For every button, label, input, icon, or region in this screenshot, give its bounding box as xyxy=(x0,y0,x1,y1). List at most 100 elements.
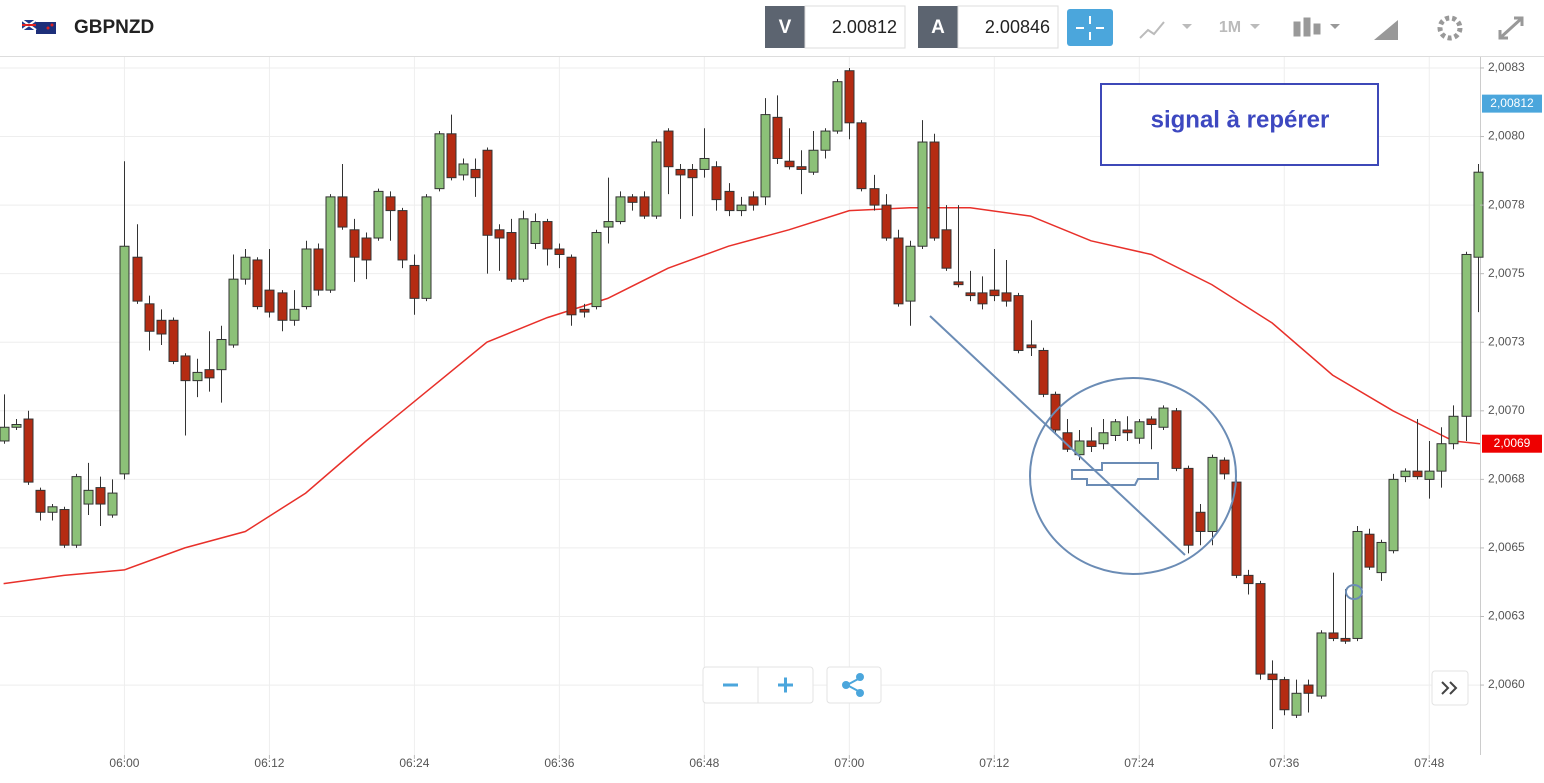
candle-body xyxy=(1110,421,1121,436)
candle-body xyxy=(252,259,263,308)
candle-body xyxy=(1328,632,1339,639)
y-tick-label: 2,0060 xyxy=(1488,677,1525,691)
candle-body xyxy=(1364,533,1375,568)
bid-label: V xyxy=(779,17,792,38)
candle-body xyxy=(506,232,517,280)
x-tick-label: 07:12 xyxy=(979,756,1009,770)
y-tick-label: 2,0073 xyxy=(1488,334,1525,348)
candle-body xyxy=(1122,429,1133,434)
candle-body xyxy=(699,157,710,170)
x-tick-label: 06:48 xyxy=(689,756,719,770)
y-tick-label: 2,0083 xyxy=(1488,60,1525,74)
candle-body xyxy=(1086,440,1097,447)
settings-button[interactable] xyxy=(1437,15,1463,41)
x-tick-label: 06:36 xyxy=(544,756,574,770)
zoom-controls[interactable] xyxy=(702,666,814,704)
candle-body xyxy=(554,248,565,255)
bid-price: 2.00812 xyxy=(832,17,897,37)
candle-body xyxy=(591,232,602,308)
annotation-box xyxy=(1100,83,1379,166)
x-tick-label: 07:00 xyxy=(834,756,864,770)
candle-body xyxy=(603,221,614,228)
x-tick-label: 06:24 xyxy=(399,756,429,770)
crosshair-button[interactable] xyxy=(1067,9,1113,46)
candle-body xyxy=(470,168,481,179)
candle-body xyxy=(1376,541,1387,574)
candle-body xyxy=(228,278,239,346)
candle-body xyxy=(434,133,445,190)
bid-box[interactable] xyxy=(804,5,906,49)
ask-box[interactable] xyxy=(957,5,1059,49)
candle-body xyxy=(977,292,988,305)
scroll-right-button[interactable] xyxy=(1431,670,1469,706)
candle-body xyxy=(1013,295,1024,351)
candle-body xyxy=(1219,459,1230,475)
candle-body xyxy=(1158,407,1169,428)
share-button[interactable] xyxy=(826,666,882,704)
candle-body xyxy=(373,190,384,239)
price-tag xyxy=(1482,94,1542,113)
candle-body xyxy=(1195,511,1206,532)
candle-body xyxy=(1436,443,1447,472)
candle-body xyxy=(1316,632,1327,697)
candle-body xyxy=(1340,637,1351,642)
candle-body xyxy=(446,133,457,179)
candle-body xyxy=(71,476,82,546)
candle-body xyxy=(325,196,336,291)
candle-body xyxy=(95,487,106,505)
candle-body xyxy=(856,122,867,190)
candle-body xyxy=(844,70,855,124)
candle-body xyxy=(0,426,10,442)
candle-body xyxy=(639,196,650,217)
chart-type-button[interactable] xyxy=(1139,21,1192,39)
candle-body xyxy=(337,196,348,228)
fullscreen-button[interactable] xyxy=(1498,16,1524,40)
candle-body xyxy=(458,163,469,176)
candle-body xyxy=(530,221,541,244)
axes: 06:00 06:12 06:24 06:36 06:48 07:00 07:12 07:24… xyxy=(109,60,1542,770)
candle-body xyxy=(1303,684,1314,694)
candle-body xyxy=(192,371,203,382)
timeframe-caret xyxy=(1250,24,1260,29)
drawing-button[interactable] xyxy=(1374,20,1398,40)
candle-body xyxy=(905,245,916,302)
candle-body xyxy=(941,229,952,269)
candle-body xyxy=(1388,478,1399,552)
candle-body xyxy=(240,256,251,280)
x-tick-label: 06:00 xyxy=(109,756,139,770)
candle-body xyxy=(1098,432,1109,445)
candle-body xyxy=(1171,410,1182,469)
candle-body xyxy=(820,130,831,151)
candle-body xyxy=(1207,456,1218,532)
candle-body xyxy=(772,116,783,159)
y-tick-label: 2,0070 xyxy=(1488,403,1525,417)
candle-body xyxy=(1001,292,1012,302)
candle-body xyxy=(264,289,275,313)
candle-button[interactable] xyxy=(1293,17,1340,37)
candle-body xyxy=(1424,470,1435,480)
candle-body xyxy=(784,160,795,168)
ask-tag xyxy=(918,6,958,48)
candle-body xyxy=(409,264,420,299)
candle-body xyxy=(1146,418,1157,426)
candle-body xyxy=(349,229,360,258)
candle-body xyxy=(917,141,928,247)
candle-body xyxy=(893,237,904,305)
candle-body xyxy=(832,81,843,132)
candle-body xyxy=(736,204,747,212)
x-tick-label: 07:36 xyxy=(1269,756,1299,770)
candle-body xyxy=(119,245,130,475)
candle-body xyxy=(929,141,940,239)
candle-body xyxy=(59,509,70,546)
y-tick-label: 2,0080 xyxy=(1488,129,1525,143)
candle-body xyxy=(1183,467,1194,546)
ask-price: 2.00846 xyxy=(985,17,1050,37)
flag-icon xyxy=(21,19,56,34)
candle-body xyxy=(156,319,167,335)
moving-average-layer xyxy=(3,207,1481,585)
candle-body xyxy=(144,303,155,332)
ask-label: A xyxy=(931,17,945,38)
timeframe[interactable]: 1M xyxy=(1219,19,1241,36)
candle-body xyxy=(687,168,698,179)
candle-body xyxy=(482,149,493,236)
